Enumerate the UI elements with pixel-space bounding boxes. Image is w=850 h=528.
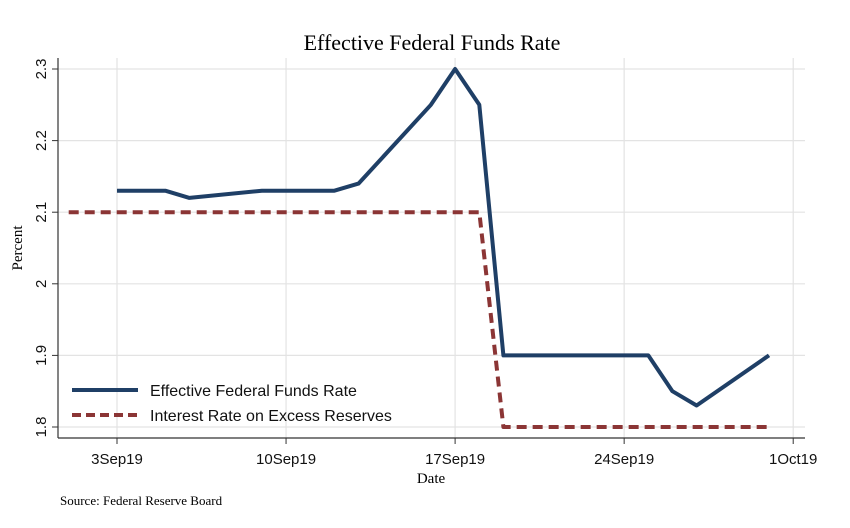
- y-tick-label: 2.3: [33, 59, 50, 80]
- y-tick-label: 1.9: [33, 345, 50, 366]
- y-tick-label: 1.8: [33, 417, 50, 438]
- y-tick-label: 2.2: [33, 130, 50, 151]
- grid: [58, 58, 805, 438]
- series-line-effr: [117, 67, 771, 408]
- y-ticks: 1.8 1.9 2 2.1 2.2 2.3: [33, 59, 58, 438]
- legend: Effective Federal Funds Rate Interest Ra…: [72, 383, 392, 425]
- x-ticks: 3Sep19 10Sep19 17Sep19 24Sep19 1Oct19: [91, 438, 817, 468]
- x-tick-label: 24Sep19: [594, 451, 654, 468]
- source-note: Source: Federal Reserve Board: [60, 493, 223, 508]
- x-tick-label: 1Oct19: [769, 451, 817, 468]
- series-group: [68, 67, 771, 429]
- y-tick-label: 2.1: [33, 202, 50, 223]
- series-line-ioer: [68, 210, 769, 429]
- x-tick-label: 3Sep19: [91, 451, 143, 468]
- y-tick-label: 2: [33, 280, 50, 288]
- axes: [57, 58, 805, 439]
- y-axis-label: Percent: [10, 225, 26, 271]
- x-tick-label: 17Sep19: [425, 451, 485, 468]
- x-tick-label: 10Sep19: [256, 451, 316, 468]
- x-axis-label: Date: [417, 471, 446, 487]
- legend-label-effr: Effective Federal Funds Rate: [150, 383, 357, 400]
- chart-title: Effective Federal Funds Rate: [304, 30, 561, 55]
- legend-label-ioer: Interest Rate on Excess Reserves: [150, 408, 392, 425]
